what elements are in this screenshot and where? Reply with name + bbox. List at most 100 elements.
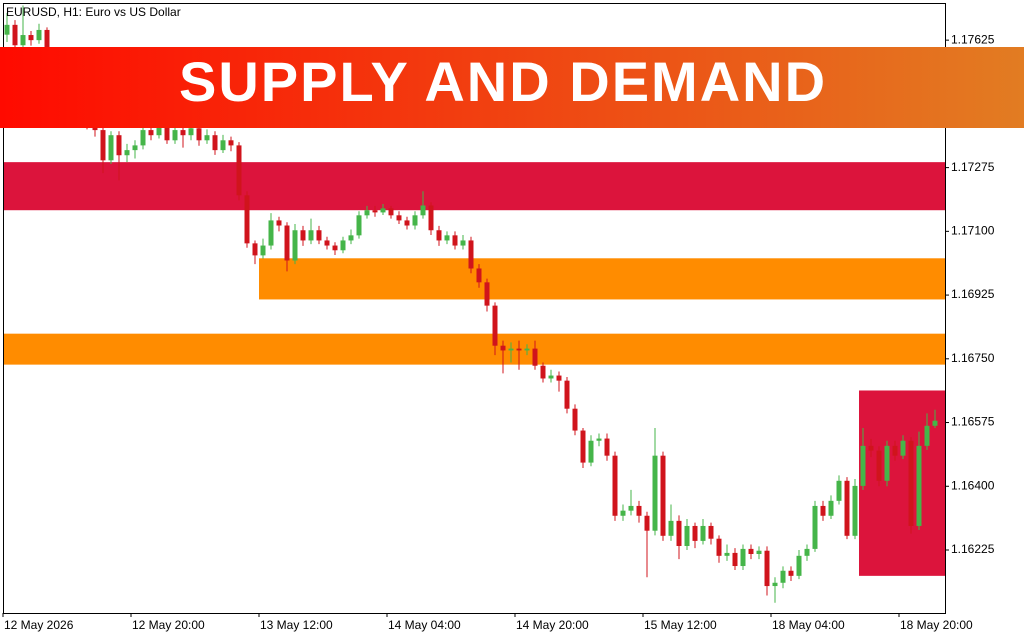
candle-body	[348, 235, 354, 241]
candle-body	[132, 145, 138, 151]
y-tick-label: 1.17275	[951, 160, 995, 174]
candle-body	[212, 135, 218, 151]
candle-body	[604, 438, 610, 456]
y-tick-label: 1.16225	[951, 542, 995, 556]
x-tick-label: 12 May 2026	[4, 618, 74, 632]
candle-body	[356, 215, 362, 236]
candle-body	[284, 225, 290, 261]
candles	[4, 5, 938, 603]
candle-body	[244, 195, 250, 244]
candle-body	[196, 128, 202, 141]
candle-body	[4, 24, 10, 35]
x-tick-label: 13 May 12:00	[260, 618, 333, 632]
candle-body	[188, 128, 194, 136]
candle-body	[820, 505, 826, 516]
candle-body	[772, 582, 778, 587]
candle-body	[828, 500, 834, 516]
candle-body	[716, 538, 722, 556]
candle-body	[436, 230, 442, 241]
candle-body	[500, 345, 506, 351]
candle-body	[36, 29, 42, 41]
candle-body	[428, 205, 434, 231]
candle-body	[44, 29, 50, 61]
candle-body	[780, 570, 786, 583]
plot-frame	[3, 3, 946, 614]
candle-body	[876, 450, 882, 481]
y-tick-label: 1.16400	[951, 478, 995, 492]
candle-body	[588, 440, 594, 463]
candle-body	[524, 348, 530, 351]
candle-body	[260, 245, 266, 256]
candle-body	[796, 555, 802, 576]
candle-body	[412, 215, 418, 226]
candle-body	[156, 125, 162, 136]
candle-body	[372, 210, 378, 213]
candle-body	[564, 380, 570, 409]
candle-body	[140, 130, 146, 146]
candle-body	[444, 235, 450, 241]
candle-body	[628, 505, 634, 511]
zone	[3, 333, 945, 365]
candle-body	[100, 130, 106, 161]
candle-body	[420, 205, 426, 216]
x-tick-label: 18 May 04:00	[772, 618, 845, 632]
x-tick-label: 14 May 20:00	[516, 618, 589, 632]
candle-body	[580, 430, 586, 463]
candle-body	[308, 230, 314, 241]
candle-body	[620, 510, 626, 516]
candle-body	[908, 440, 914, 526]
candle-body	[340, 240, 346, 251]
y-tick-label: 1.17100	[951, 224, 995, 238]
candle-body	[852, 485, 858, 536]
candle-body	[316, 230, 322, 241]
candle-body	[540, 365, 546, 379]
candle-body	[252, 243, 258, 256]
candle-body	[172, 130, 178, 141]
candle-body	[364, 210, 370, 216]
candle-body	[324, 240, 330, 246]
candle-body	[388, 208, 394, 216]
candle-body	[276, 220, 282, 226]
zones	[3, 162, 945, 576]
candle-body	[596, 438, 602, 441]
candle-body	[180, 130, 186, 136]
candle-body	[740, 548, 746, 567]
candle-body	[892, 445, 898, 456]
candle-body	[868, 445, 874, 451]
x-tick-label: 18 May 20:00	[900, 618, 973, 632]
candle-body	[332, 245, 338, 251]
zone	[259, 258, 945, 300]
candle-body	[124, 150, 130, 156]
candle-body	[700, 525, 706, 541]
zone	[859, 390, 945, 576]
candle-body	[108, 135, 114, 161]
candle-body	[380, 208, 386, 213]
y-tick-label: 1.17625	[951, 32, 995, 46]
candle-body	[460, 240, 466, 246]
candle-body	[684, 525, 690, 546]
candle-body	[492, 305, 498, 346]
candle-body	[20, 35, 26, 46]
candle-body	[748, 548, 754, 555]
candle-body	[508, 348, 514, 351]
candle-body	[644, 515, 650, 531]
candle-body	[756, 550, 762, 555]
candle-body	[764, 550, 770, 587]
candle-body	[788, 570, 794, 576]
candle-body	[404, 220, 410, 226]
candle-body	[612, 455, 618, 516]
y-tick-label: 1.16575	[951, 415, 995, 429]
candle-body	[468, 240, 474, 269]
candle-body	[636, 505, 642, 516]
chart-title: EURUSD, H1: Euro vs US Dollar	[6, 5, 181, 19]
candle-body	[724, 552, 730, 556]
x-tick-label: 14 May 04:00	[388, 618, 461, 632]
banner	[0, 47, 1024, 128]
candle-body	[732, 552, 738, 567]
candle-body	[228, 140, 234, 146]
candle-body	[484, 282, 490, 306]
candle-body	[676, 520, 682, 546]
zone	[3, 162, 945, 211]
candle-body	[300, 230, 306, 241]
